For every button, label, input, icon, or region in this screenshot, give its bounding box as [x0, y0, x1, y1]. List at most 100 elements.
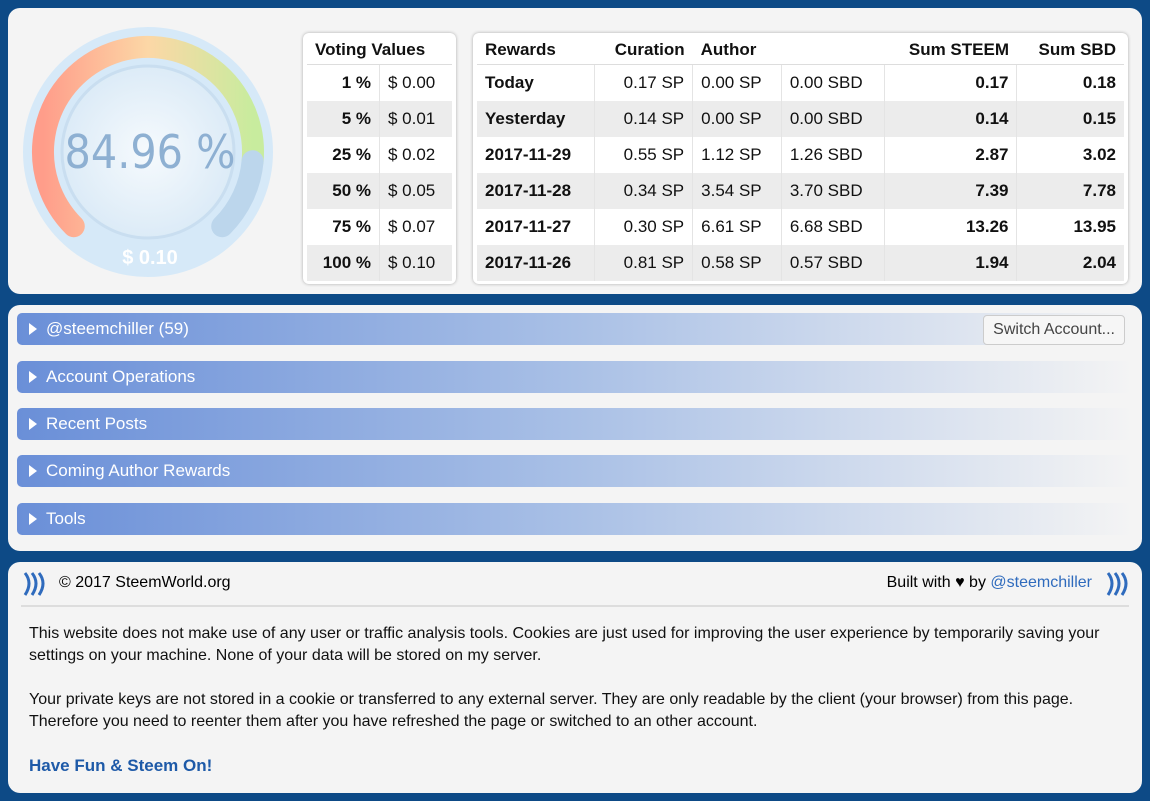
cell: 1.26 SBD	[781, 137, 885, 173]
section-header[interactable]: Coming Author Rewards	[17, 455, 1133, 487]
cell: $ 0.10	[379, 245, 452, 281]
cell: Yesterday	[477, 101, 595, 137]
cell: 100 %	[307, 245, 380, 281]
cell: 3.54 SP	[692, 173, 782, 209]
header-cell: Sum SBD	[1016, 36, 1124, 65]
switch-account-button[interactable]: Switch Account...	[983, 315, 1125, 345]
cell: $ 0.07	[388, 217, 436, 236]
header-cell	[781, 36, 885, 65]
cell: 0.14	[884, 101, 1018, 137]
rewards-table: Rewards Curation Author Sum STEEM Sum SBD Tod…	[477, 36, 1124, 281]
header-row: Voting Values	[307, 36, 452, 65]
row: 2017-11-28 0.34 SP 3.54 SP 3.70 SBD 7.39 7.78	[477, 173, 1124, 209]
row: 75 % $ 0.07	[307, 209, 452, 245]
row: 50 % $ 0.05	[307, 173, 452, 209]
row: 25 % $ 0.02	[307, 137, 452, 173]
gauge-center	[60, 64, 236, 240]
rewards-table-box: Rewards Curation Author Sum STEEM Sum SBD Tod…	[473, 33, 1128, 284]
cell: 13.26	[884, 209, 1018, 245]
row: Today 0.17 SP 0.00 SP 0.00 SBD 0.17 0.18	[477, 64, 1124, 101]
section-header[interactable]: Recent Posts	[17, 408, 1133, 440]
voting-table: Voting Values 1 % $ 0.00 5 % $ 0.01 25 % $ 0.0…	[307, 36, 452, 281]
header-cell: Author	[692, 36, 782, 65]
cell: 0.34 SP	[594, 173, 694, 209]
gauge-value: 84.96 %	[65, 125, 236, 179]
cell: 0.00 SBD	[781, 64, 885, 101]
cell: 0.55 SP	[594, 137, 694, 173]
cell: 13.95	[1073, 217, 1116, 236]
cell: 0.17	[884, 64, 1018, 101]
row: 2017-11-27 0.30 SP 6.61 SP 6.68 SBD 13.26 13.…	[477, 209, 1124, 245]
cell: 1.12 SP	[692, 137, 782, 173]
closing: Have Fun & Steem On!	[29, 756, 213, 775]
credits: Built with ♥ by @steemchiller	[887, 574, 1092, 592]
section-title: Tools	[46, 509, 86, 528]
sections-panel: @steemchiller (59) Switch Account... Accou…	[8, 305, 1142, 551]
row: 1 % $ 0.00	[307, 64, 452, 101]
cell: 0.00 SP	[692, 101, 782, 137]
cell: 1.94	[884, 245, 1018, 281]
divider	[21, 605, 1129, 607]
paragraph: Your private keys are not stored in a co…	[29, 691, 1074, 730]
cell: 2.04	[1016, 245, 1124, 281]
cell: 0.30 SP	[594, 209, 694, 245]
cell: 0.14 SP	[594, 101, 694, 137]
author-link[interactable]: @steemchiller	[990, 574, 1092, 591]
cell: $ 0.02	[388, 145, 436, 164]
cell: 0.18	[1082, 73, 1116, 92]
cell: 1 %	[307, 64, 380, 101]
section-header[interactable]: Account Operations	[17, 361, 1133, 393]
header-cell: Curation	[594, 36, 693, 65]
cell: 7.39	[884, 173, 1018, 209]
row: 5 % $ 0.01	[307, 101, 452, 137]
row: 2017-11-26 0.81 SP 0.58 SP 0.57 SBD 1.94 2.04	[477, 245, 1124, 281]
footer-panel: © 2017 SteemWorld.org Built with ♥ by @s…	[8, 562, 1142, 793]
summary-panel: 84.96 % $ 0.10 Voting Values 1 % $ 0.00 5 %…	[8, 8, 1142, 294]
cell: 3.70 SBD	[781, 173, 885, 209]
built-with: Built with ♥ by	[886, 574, 986, 591]
paragraph: This website does not make use of any us…	[29, 625, 1100, 664]
cell: 2.87	[884, 137, 1018, 173]
section-header[interactable]: Tools	[17, 503, 1133, 535]
cell: 6.68 SBD	[781, 209, 885, 245]
section-title: @steemchiller (59)	[46, 319, 189, 338]
cell: 2017-11-29	[477, 137, 595, 173]
logo	[23, 572, 45, 596]
cell: 0.81 SP	[594, 245, 694, 281]
cell: $ 0.01	[379, 101, 452, 137]
gauge-rest	[211, 150, 264, 238]
cell: 0.58 SP	[692, 245, 782, 281]
cell: 0.15	[1016, 101, 1124, 137]
cell: 3.02	[1082, 145, 1116, 164]
cell: 7.78	[1016, 173, 1124, 209]
section-header[interactable]: @steemchiller (59) Switch Account...	[17, 313, 1133, 345]
cell: 0.00 SP	[692, 64, 782, 101]
cell: 25 %	[307, 137, 380, 173]
gauge: 84.96 % $ 0.10	[23, 27, 273, 277]
gauge-arc	[32, 35, 265, 238]
section-title: Recent Posts	[46, 414, 148, 433]
cell: 6.61 SP	[692, 209, 782, 245]
gauge-sub: $ 0.10	[122, 247, 178, 269]
header-cell: Sum STEEM	[884, 36, 1017, 65]
row: Yesterday 0.14 SP 0.00 SP 0.00 SBD 0.14 0.15	[477, 101, 1124, 137]
cell: Today	[477, 64, 595, 101]
cell: 2017-11-27	[477, 209, 595, 245]
cell: 0.57 SBD	[781, 245, 885, 281]
cell: 75 %	[307, 209, 380, 245]
cell: 2017-11-26	[477, 245, 595, 281]
cell: 2017-11-28	[477, 173, 595, 209]
header-row: Rewards Curation Author Sum STEEM Sum SBD	[477, 36, 1124, 65]
cell: 0.17 SP	[594, 64, 694, 101]
cell: 0.00 SBD	[781, 101, 885, 137]
cell: 5 %	[307, 101, 380, 137]
logo	[1106, 572, 1128, 596]
header-cell: Voting Values	[307, 36, 452, 65]
cell: $ 0.05	[379, 173, 452, 209]
header-cell: Rewards	[477, 36, 595, 65]
cell: 50 %	[307, 173, 380, 209]
section-title: Account Operations	[46, 367, 196, 386]
cell: $ 0.00	[388, 73, 436, 92]
section-title: Coming Author Rewards	[46, 461, 231, 480]
